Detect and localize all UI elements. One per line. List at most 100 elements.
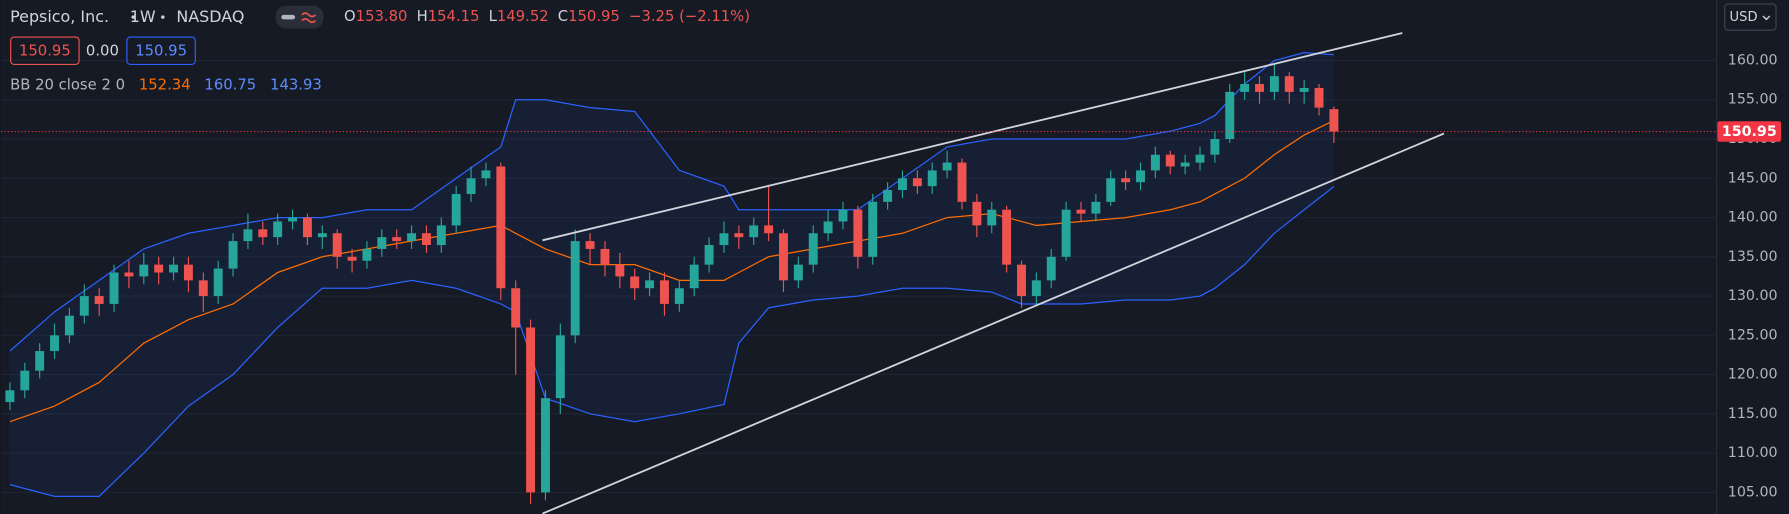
candle-body xyxy=(927,170,937,187)
candle-body xyxy=(302,217,312,238)
candle-body xyxy=(808,233,818,265)
spread: 0.00 xyxy=(86,42,119,59)
candle-body xyxy=(1091,201,1101,214)
indicator-legend: BB 20 close 2 0 152.34 160.75 143.93 xyxy=(10,76,322,93)
candle-body xyxy=(332,233,342,257)
ohlc-key: O xyxy=(344,8,356,25)
last-price-tag xyxy=(1717,121,1782,142)
currency-button[interactable]: USD xyxy=(1724,3,1777,31)
y-tick-label: 115.00 xyxy=(1728,406,1778,422)
candle-body xyxy=(273,221,283,238)
indicator-upper: 160.75 xyxy=(204,76,256,93)
candle-body xyxy=(20,370,30,391)
candle-body xyxy=(1121,178,1131,183)
chart-style-toggle[interactable] xyxy=(275,5,324,29)
candle-body xyxy=(124,272,134,277)
candle-body xyxy=(883,190,893,202)
candle-body xyxy=(139,264,149,277)
candle-body xyxy=(436,225,446,246)
ohlc-value: 154.15 xyxy=(428,8,480,25)
y-tick-label: 135.00 xyxy=(1728,249,1778,265)
candle-body xyxy=(198,280,208,297)
candle-body xyxy=(779,233,788,281)
ohlc-value: 150.95 xyxy=(568,8,620,25)
candle-body xyxy=(288,217,298,222)
candle-body xyxy=(987,209,997,226)
candle-body xyxy=(600,248,610,265)
candle-body xyxy=(466,178,476,194)
buy-badge[interactable] xyxy=(126,36,196,65)
y-tick-label: 130.00 xyxy=(1728,288,1778,304)
candle-body xyxy=(109,272,119,304)
candle-body xyxy=(94,296,104,304)
candle-body xyxy=(1002,209,1012,265)
candle-body xyxy=(50,335,60,352)
y-tick-label: 105.00 xyxy=(1728,484,1778,500)
last-price-label: 150.95 xyxy=(1722,124,1777,140)
band-line xyxy=(9,52,1334,352)
candle-body xyxy=(793,264,803,281)
ohlc-key: C xyxy=(558,8,568,25)
candle-body xyxy=(1255,84,1264,92)
candle-body xyxy=(764,225,774,234)
ohlc-value: 149.52 xyxy=(497,8,549,25)
candle-body xyxy=(823,221,833,234)
candle-body xyxy=(1150,154,1160,171)
candle-body xyxy=(1046,256,1056,281)
candle-body xyxy=(1314,87,1324,108)
candle-body xyxy=(1076,209,1086,214)
y-tick-label: 120.00 xyxy=(1728,367,1778,383)
candle-body xyxy=(674,288,684,304)
candle-body xyxy=(5,390,15,403)
candle-body xyxy=(317,233,327,238)
candle-body xyxy=(496,166,506,289)
candle-body xyxy=(183,264,193,281)
ohlc-value: 153.80 xyxy=(356,8,408,25)
candle-body xyxy=(258,229,268,238)
interval: 1W xyxy=(130,7,156,26)
currency: USD xyxy=(1730,10,1758,25)
candle-body xyxy=(1180,162,1190,167)
candle-body xyxy=(838,209,848,222)
candle-body xyxy=(377,237,387,249)
candle-body xyxy=(154,264,164,273)
candle-body xyxy=(972,201,982,226)
candle-body xyxy=(228,241,238,269)
candle-body xyxy=(526,327,536,493)
trend-line xyxy=(542,132,1445,514)
sell-badge[interactable] xyxy=(10,36,80,65)
trend-line xyxy=(542,32,1403,242)
candle-body xyxy=(868,201,878,257)
candle-body xyxy=(957,162,967,202)
candle-body xyxy=(1061,209,1071,257)
candle-body xyxy=(898,178,907,191)
y-tick-label: 145.00 xyxy=(1728,170,1778,186)
ohlc-legend: O153.80 H154.15 L149.52 C150.95 −3.25 (−2.11… xyxy=(344,8,750,25)
y-tick-label: 125.00 xyxy=(1728,327,1778,343)
candle-body xyxy=(719,233,729,246)
symbol: Pepsico, Inc. xyxy=(10,7,109,26)
candle-body xyxy=(704,245,714,265)
candle-body xyxy=(1136,170,1145,183)
candle-body xyxy=(585,241,595,249)
candle-body xyxy=(1210,139,1220,155)
change: −3.25 (−2.11%) xyxy=(629,8,750,25)
candle-body xyxy=(540,398,550,493)
candle-body xyxy=(1225,91,1235,140)
candle-body xyxy=(451,193,461,226)
candle-body xyxy=(511,288,521,328)
candle-body xyxy=(734,233,744,238)
exchange: NASDAQ xyxy=(176,7,244,26)
plot-area xyxy=(0,32,1717,514)
candle-body xyxy=(79,296,89,316)
separator-dot xyxy=(161,15,165,19)
candle-body xyxy=(421,233,431,246)
price-axis: 105.00 110.00 115.00 120.00 125.00 130.00 135.… xyxy=(1717,52,1782,500)
indicator-lower: 143.93 xyxy=(270,76,322,93)
candle-body xyxy=(912,178,922,187)
candle-body xyxy=(615,264,625,277)
candle-body xyxy=(1284,76,1294,92)
candle-body xyxy=(1299,87,1309,92)
candle-body xyxy=(1106,178,1116,202)
candle-body xyxy=(407,233,417,242)
